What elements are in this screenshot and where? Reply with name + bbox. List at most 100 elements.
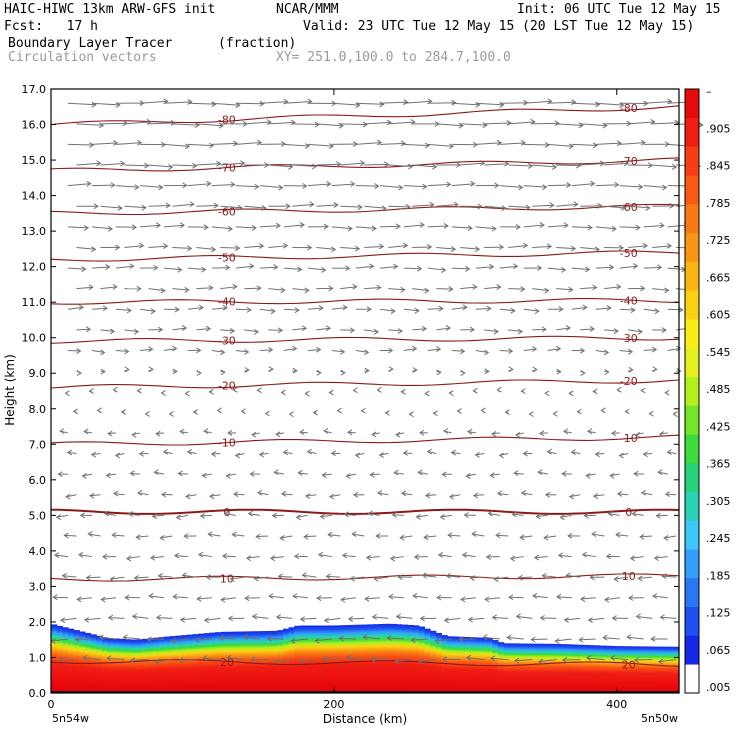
wind-vector [667,451,677,455]
wind-vector-head [227,615,234,622]
wind-vector-head [117,205,123,212]
wind-vector-head [256,139,263,146]
isotherm-label: -50 [218,252,236,265]
x-tick-label: 200 [323,698,344,711]
wind-vector-head [362,121,368,128]
wind-vector-head [462,304,468,311]
wind-vector [508,245,528,248]
wind-vector-head [389,555,396,562]
wind-vector-head [141,204,147,211]
wind-vector-head [664,491,671,498]
wind-vector-head [394,658,400,665]
wind-vector-head [599,160,606,167]
wind-vector [180,617,197,621]
wind-vector [292,327,307,331]
tracer-shading [514,643,522,693]
isotherm-label: -30 [218,334,236,347]
tracer-shading [588,645,595,693]
wind-vector-head [421,325,428,332]
wind-vector-head [395,431,401,438]
wind-vector-head [78,304,84,311]
wind-vector [331,306,347,310]
wind-vector [484,122,511,125]
tracer-shading [633,646,640,693]
wind-vector [388,121,415,125]
wind-vector-head [280,141,287,147]
wind-vector-head [477,203,483,210]
wind-vector [163,101,192,104]
wind-vector [579,638,596,641]
wind-vector [292,164,317,167]
wind-vector-head [79,512,85,519]
wind-vector-head [245,555,252,562]
wind-vector-head [533,554,540,561]
wind-vector-head [391,511,397,518]
wind-vector-head [354,452,360,459]
wind-vector [560,514,572,518]
wind-vector-head [659,614,665,621]
wind-vector-head [501,205,507,212]
colorbar-label: .425 [706,420,731,433]
wind-vector-head [253,328,260,335]
tracer-shading [520,643,527,693]
wind-vector-head [150,308,156,315]
tracer-shading [605,645,612,693]
wind-vector [665,493,677,496]
wind-vector-head [609,472,615,479]
wind-vector-head [640,387,646,394]
wind-vector-head [513,657,520,664]
wind-vector-head [489,472,495,479]
wind-vector-head [591,531,597,537]
wind-vector-head [174,306,180,313]
tracer-shading [147,638,154,693]
wind-vector-head [448,390,454,396]
wind-vector-head [400,140,407,147]
wind-vector-head [207,531,213,538]
wind-vector [638,576,653,579]
wind-vector [274,659,293,662]
wind-vector-head [570,449,576,456]
wind-vector-head [109,576,115,583]
wind-vector [346,473,356,477]
tracer-shading [384,623,392,693]
terrain [51,691,679,693]
wind-vector-head [611,615,617,621]
wind-vector-head [345,265,351,272]
wind-vector-head [126,555,132,562]
wind-vector [368,512,380,516]
wind-vector [424,535,437,538]
wind-vector [298,472,308,475]
tracer-shading [152,637,160,693]
wind-vector-head [618,452,624,459]
wind-vector-head [194,122,200,129]
isotherm-label: -20 [218,379,236,392]
wind-vector-head [98,122,104,129]
wind-vector [556,327,571,331]
wind-vector-head [520,388,526,395]
wind-vector [67,349,81,352]
wind-vector [283,451,293,455]
wind-vector-head [645,204,651,211]
wind-vector [91,307,108,310]
wind-vector-head [275,431,281,438]
wind-vector-head [312,163,318,170]
wind-vector [619,265,638,269]
wind-vector-head [275,222,281,229]
wind-vector [412,204,434,207]
wind-vector-head [424,142,431,149]
wind-vector-head [160,390,166,396]
wind-vector-head [153,264,159,271]
wind-vector-head [594,246,601,253]
wind-vector [512,513,524,516]
wind-vector [425,494,437,496]
wind-vector-head [371,431,377,438]
wind-vector-head [115,244,121,251]
wind-vector-head [179,222,186,229]
wind-vector-head [277,573,283,580]
wind-vector-head [570,245,577,252]
wind-vector-head [184,390,190,397]
wind-vector-head [458,122,464,129]
wind-vector [389,596,404,599]
wind-vector-head [196,595,202,602]
